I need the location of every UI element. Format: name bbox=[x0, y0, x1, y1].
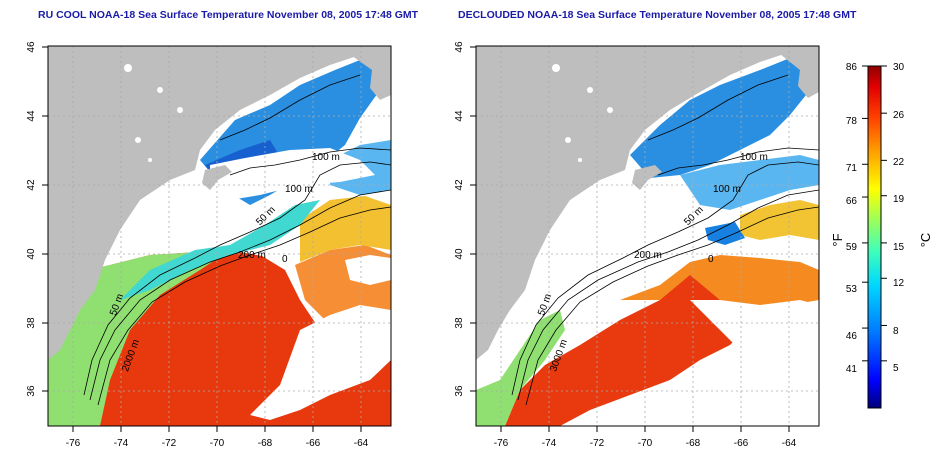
left-grid bbox=[48, 46, 391, 426]
colorbar: 86 78 71 66 59 53 46 41 30 26 22 19 15 1… bbox=[830, 62, 933, 409]
cb-f-66: 66 bbox=[846, 196, 858, 207]
right-ytick-44: 44 bbox=[454, 110, 465, 122]
left-map-frame bbox=[47, 45, 392, 427]
right-warm-water bbox=[505, 270, 745, 426]
right-xtick-76: -76 bbox=[494, 438, 509, 449]
cb-f-59: 59 bbox=[846, 242, 858, 253]
left-label-100m-mid: 100 m bbox=[285, 184, 313, 195]
right-cape-cod bbox=[632, 165, 662, 190]
right-xtick-64: -64 bbox=[782, 438, 797, 449]
cb-c-8: 8 bbox=[893, 326, 899, 337]
left-ytick-46: 46 bbox=[26, 41, 37, 53]
colorbar-ticks bbox=[862, 65, 887, 362]
colorbar-gradient bbox=[867, 65, 882, 409]
right-speckle bbox=[552, 64, 613, 162]
left-map-title: RU COOL NOAA-18 Sea Surface Temperature … bbox=[38, 9, 419, 21]
left-speckle bbox=[124, 64, 183, 162]
cb-f-71: 71 bbox=[846, 163, 858, 174]
colorbar-unit-f: °F bbox=[830, 233, 845, 246]
right-contours bbox=[511, 74, 819, 406]
cb-c-22: 22 bbox=[893, 157, 905, 168]
right-map-frame bbox=[475, 45, 820, 427]
left-xtick-72: -72 bbox=[162, 438, 177, 449]
left-xtick-70: -70 bbox=[210, 438, 225, 449]
left-xtick-76: -76 bbox=[66, 438, 81, 449]
cb-c-12: 12 bbox=[893, 278, 905, 289]
cb-f-46: 46 bbox=[846, 331, 858, 342]
right-label-100m-north: 100 m bbox=[740, 152, 768, 163]
right-ytick-36: 36 bbox=[454, 385, 465, 397]
left-ytick-44: 44 bbox=[26, 110, 37, 122]
right-ytick-40: 40 bbox=[454, 248, 465, 260]
right-xtick-70: -70 bbox=[638, 438, 653, 449]
cb-c-30: 30 bbox=[893, 62, 905, 73]
left-label-zero: 0 bbox=[282, 254, 288, 265]
left-map-panel: 100 m 100 m 50 m 200 m 0 50 m 2000 m -76… bbox=[26, 41, 392, 449]
colorbar-unit-c: °C bbox=[918, 233, 933, 248]
right-map-panel: 100 m 100 m 50 m 200 m 0 50 m 3000 m -76… bbox=[454, 41, 820, 449]
left-xtick-66: -66 bbox=[306, 438, 321, 449]
left-clouds-east bbox=[345, 255, 391, 285]
right-label-200m: 200 m bbox=[634, 250, 662, 261]
right-xtick-74: -74 bbox=[542, 438, 557, 449]
right-y-axis bbox=[470, 46, 476, 392]
right-label-zero: 0 bbox=[708, 254, 714, 265]
right-label-100m-mid: 100 m bbox=[713, 184, 741, 195]
left-y-axis bbox=[42, 46, 48, 392]
cb-c-5: 5 bbox=[893, 363, 899, 374]
left-ytick-38: 38 bbox=[26, 317, 37, 329]
cb-c-26: 26 bbox=[893, 110, 905, 121]
right-xtick-66: -66 bbox=[734, 438, 749, 449]
right-clouds bbox=[560, 300, 819, 426]
right-grid bbox=[476, 46, 819, 426]
cb-c-15: 15 bbox=[893, 242, 905, 253]
left-xtick-64: -64 bbox=[354, 438, 369, 449]
right-xtick-72: -72 bbox=[590, 438, 605, 449]
left-midshelf-water bbox=[120, 200, 320, 300]
right-ytick-42: 42 bbox=[454, 179, 465, 191]
left-nova-scotia bbox=[340, 46, 391, 100]
left-shelf-water bbox=[48, 250, 230, 426]
left-x-axis bbox=[72, 426, 362, 432]
right-cold-water bbox=[630, 58, 810, 178]
right-shelf-water bbox=[476, 310, 565, 426]
right-cold-south bbox=[680, 155, 819, 210]
left-label-200m: 200 m bbox=[238, 250, 266, 261]
right-x-axis bbox=[500, 426, 790, 432]
left-clouds-south bbox=[250, 305, 391, 420]
cb-f-78: 78 bbox=[846, 116, 858, 127]
right-map-title: DECLOUDED NOAA-18 Sea Surface Temperatur… bbox=[458, 9, 857, 21]
left-xtick-74: -74 bbox=[114, 438, 129, 449]
left-ytick-40: 40 bbox=[26, 248, 37, 260]
cb-f-86: 86 bbox=[846, 62, 858, 73]
right-cold-patch bbox=[705, 222, 745, 245]
cb-f-53: 53 bbox=[846, 284, 858, 295]
left-contours bbox=[83, 74, 391, 406]
cb-c-19: 19 bbox=[893, 194, 905, 205]
right-land bbox=[476, 46, 819, 360]
left-ytick-42: 42 bbox=[26, 179, 37, 191]
left-label-100m-north: 100 m bbox=[312, 152, 340, 163]
left-xtick-68: -68 bbox=[258, 438, 273, 449]
right-ytick-46: 46 bbox=[454, 41, 465, 53]
left-land bbox=[48, 46, 391, 360]
right-xtick-68: -68 bbox=[686, 438, 701, 449]
cb-f-41: 41 bbox=[846, 364, 858, 375]
right-nova-scotia bbox=[770, 46, 819, 98]
left-ytick-36: 36 bbox=[26, 385, 37, 397]
left-clouds bbox=[210, 148, 375, 200]
right-ytick-38: 38 bbox=[454, 317, 465, 329]
